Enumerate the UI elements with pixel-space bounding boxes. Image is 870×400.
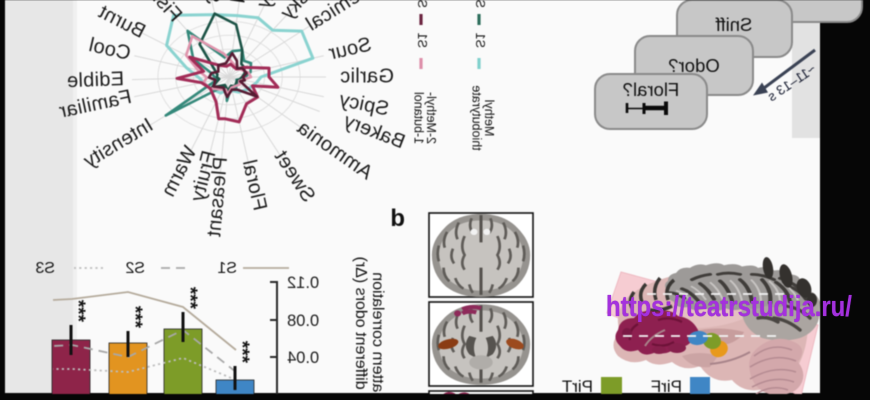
svg-text:0.12: 0.12	[287, 274, 319, 292]
svg-text:S3: S3	[35, 260, 55, 277]
svg-text:***: ***	[231, 340, 252, 363]
svg-text:0.08: 0.08	[287, 312, 319, 330]
svg-text:0.04: 0.04	[287, 349, 319, 367]
svg-text:S1: S1	[217, 260, 237, 277]
svg-text:***: ***	[67, 299, 88, 322]
svg-text:2-Methyl-1-butanol: 2-Methyl-1-butanol	[412, 92, 439, 144]
svg-text:PirT: PirT	[562, 377, 593, 396]
svg-text:Sulfur: Sulfur	[190, 0, 224, 6]
svg-text:Decayed: Decayed	[227, 0, 260, 5]
svg-text:same − different odors (Δr): same − different odors (Δr)	[352, 257, 369, 400]
svg-text:d: d	[390, 205, 405, 232]
svg-text:S1: S1	[415, 33, 429, 48]
svg-text:PirF: PirF	[651, 377, 682, 396]
svg-text:Garlic: Garlic	[340, 65, 394, 87]
svg-text:S1: S1	[473, 33, 487, 48]
svg-text:***: ***	[179, 286, 200, 309]
svg-text:Edible: Edible	[66, 68, 124, 92]
svg-text:Floral?: Floral?	[623, 79, 680, 100]
svg-text:Sniff: Sniff	[715, 14, 753, 35]
svg-text:S2: S2	[473, 0, 487, 8]
svg-text:Odor?: Odor?	[668, 55, 719, 76]
svg-text:S2: S2	[415, 0, 429, 8]
svg-text:S2: S2	[125, 260, 145, 277]
svg-text:***: ***	[124, 305, 145, 328]
svg-text:Pattern correlation: Pattern correlation	[369, 272, 386, 400]
